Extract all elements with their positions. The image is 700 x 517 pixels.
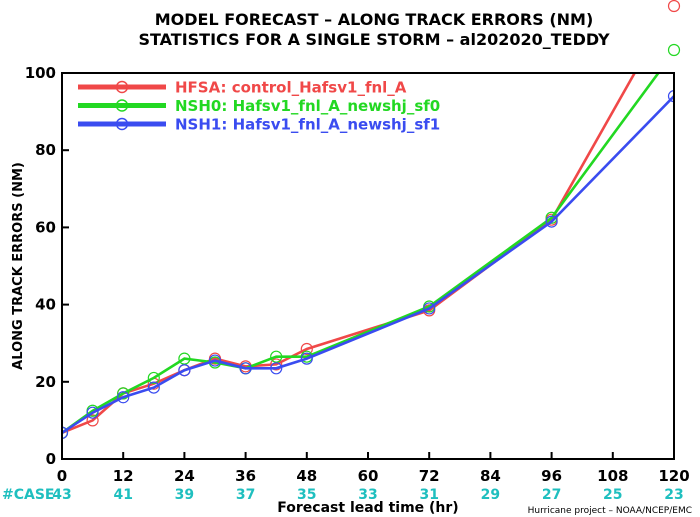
series-2-point-36	[239, 362, 252, 375]
series-2-point-24	[178, 364, 191, 377]
series-1-offscale-point-120	[667, 43, 681, 57]
x-tick-label-72: 72	[419, 467, 440, 485]
series-line-0	[62, 73, 637, 435]
chart-title: MODEL FORECAST – ALONG TRACK ERRORS (NM)	[155, 10, 594, 29]
offchart-markers	[667, 0, 681, 57]
x-tick-label-12: 12	[113, 467, 134, 485]
y-axis: 0 20 40 60 80 100	[25, 64, 69, 468]
series-2-point-12	[117, 391, 130, 404]
case-count-60: 33	[358, 487, 377, 503]
legend-label-0: HFSA: control_Hafsv1_fnl_A	[175, 79, 407, 97]
case-count-72: 31	[419, 487, 438, 503]
case-count-12: 41	[113, 487, 132, 503]
y-tick-label-80: 80	[35, 141, 56, 159]
series-1-point-12	[117, 387, 130, 400]
case-count-48: 35	[297, 487, 316, 503]
x-axis-label: Forecast lead time (hr)	[277, 500, 458, 516]
y-tick-label-100: 100	[25, 64, 56, 82]
series-2-point-42	[270, 362, 283, 375]
x-axis: 0 12 24 36 48 60 72 84 96 108 120	[57, 452, 690, 485]
y-axis-label: ALONG TRACK ERRORS (NM)	[11, 162, 26, 370]
x-tick-label-108: 108	[597, 467, 628, 485]
case-count-84: 29	[481, 487, 500, 503]
legend-marker-0	[115, 80, 129, 94]
x-tick-label-120: 120	[658, 467, 689, 485]
series-2-point-0	[62, 426, 69, 439]
x-tick-label-96: 96	[541, 467, 562, 485]
case-count-108: 25	[603, 487, 622, 503]
series-2-point-6	[86, 406, 99, 419]
series-2-point-18	[147, 381, 160, 394]
x-tick-label-60: 60	[358, 467, 379, 485]
series-2-point-30	[208, 354, 222, 367]
x-tick-label-36: 36	[235, 467, 256, 485]
series-2-point-96	[545, 215, 558, 228]
case-count-24: 39	[175, 487, 194, 503]
y-tick-label-20: 20	[35, 373, 56, 391]
case-label: #CASE	[2, 487, 55, 503]
x-tick-label-84: 84	[480, 467, 501, 485]
x-tick-label-24: 24	[174, 467, 195, 485]
x-tick-label-0: 0	[57, 467, 67, 485]
series-0-offscale-point-120	[667, 0, 681, 13]
case-count-36: 37	[236, 487, 255, 503]
series-2-point-120	[667, 90, 674, 103]
case-count-96: 27	[542, 487, 561, 503]
legend-label-1: NSH0: Hafsv1_fnl_A_newshj_sf0	[175, 97, 440, 115]
legend-marker-2	[115, 117, 129, 131]
series-2-point-48	[300, 352, 313, 365]
series-0-point-6	[86, 414, 99, 427]
y-tick-label-0: 0	[46, 450, 56, 468]
series-0-point-42	[270, 358, 283, 371]
series-1-point-18	[147, 371, 160, 385]
case-count-0: 43	[52, 487, 71, 503]
series-0-point-48	[300, 342, 313, 356]
case-count-120: 23	[664, 487, 683, 503]
legend-label-2: NSH1: Hafsv1_fnl_A_newshj_sf1	[175, 116, 440, 134]
series-layer	[62, 73, 674, 439]
credit-text: Hurricane project – NOAA/NCEP/EMC	[528, 506, 692, 516]
x-tick-label-48: 48	[296, 467, 317, 485]
chart-subtitle: STATISTICS FOR A SINGLE STORM – al202020…	[138, 30, 610, 49]
series-2-point-72	[423, 302, 436, 315]
legend-marker-1	[115, 99, 129, 112]
y-tick-label-40: 40	[35, 296, 56, 314]
y-tick-label-60: 60	[35, 218, 56, 236]
